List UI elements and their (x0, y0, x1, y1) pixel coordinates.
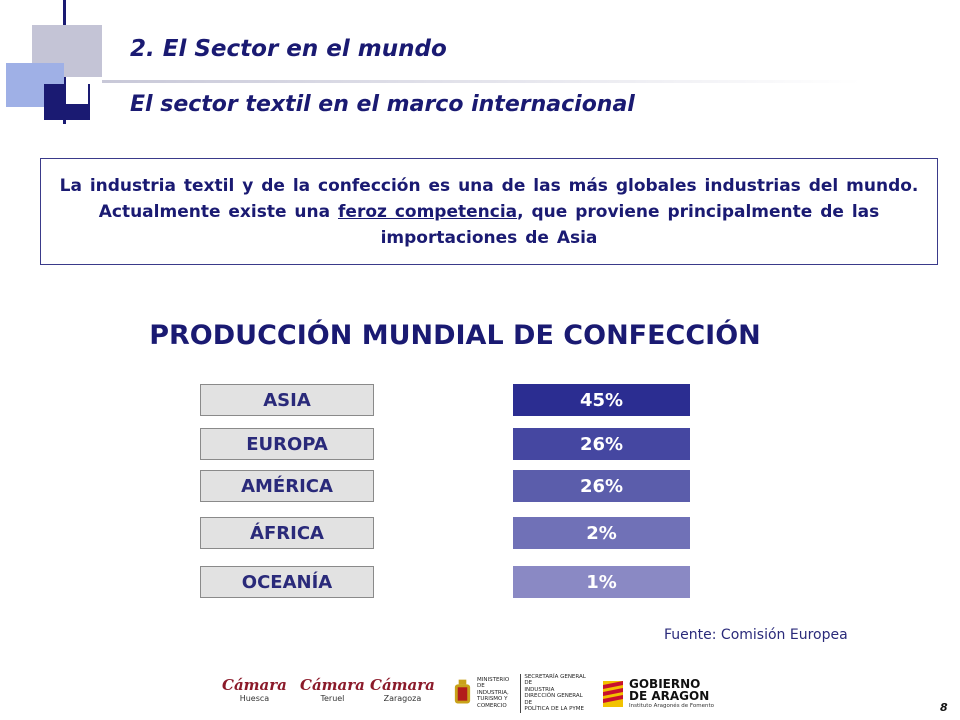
aragon-text: GOBIERNO DE ARAGON Instituto Aragonés de… (629, 678, 714, 710)
ministry-right-text: SECRETARÍA GENERAL DE INDUSTRIA DIRECCIÓ… (520, 673, 592, 713)
intro-box: La industria textil y de la confección e… (40, 158, 938, 265)
chart-title: PRODUCCIÓN MUNDIAL DE CONFECCIÓN (149, 320, 761, 351)
logo-camara-zaragoza: Cámara Zaragoza (370, 676, 435, 712)
intro-text-before: La industria textil y de la confección e… (59, 175, 919, 222)
logo-ministerio: MINISTERIO DE INDUSTRIA, TURISMO Y COMER… (452, 673, 592, 713)
region-label: ÁFRICA (200, 517, 374, 549)
logo-camara-teruel: Cámara Teruel (300, 676, 365, 712)
ministry-left-line: COMERCIO (476, 702, 507, 709)
region-value: 1% (513, 566, 690, 598)
intro-text: La industria textil y de la confección e… (59, 173, 919, 251)
decor-corner (0, 0, 110, 125)
title-rule (102, 80, 862, 83)
logo-camara-zaragoza-sub: Zaragoza (383, 694, 422, 703)
region-value: 26% (513, 470, 690, 502)
ministry-right-line: DIRECCIÓN GENERAL DE (524, 693, 583, 706)
region-label: ASIA (200, 384, 374, 416)
ministry-left-line: TURISMO Y (476, 696, 508, 703)
region-label: OCEANÍA (200, 566, 374, 598)
ministry-right-line: INDUSTRIA (524, 686, 555, 693)
logo-camara-huesca-name: Cámara (222, 676, 287, 694)
ministry-right-line: POLÍTICA DE LA PYME (524, 706, 584, 712)
logo-camara-huesca: Cámara Huesca (222, 676, 287, 712)
page-number: 8 (940, 701, 948, 714)
slide-title: 2. El Sector en el mundo (130, 36, 447, 62)
logo-camara-huesca-sub: Huesca (239, 694, 270, 703)
logo-camara-teruel-sub: Teruel (320, 694, 345, 703)
ministry-left-line: MINISTERIO (476, 676, 510, 683)
ministry-left-line: DE INDUSTRIA, (476, 683, 509, 696)
region-label: AMÉRICA (200, 470, 374, 502)
region-value: 45% (513, 384, 690, 416)
aragon-line3: Instituto Aragonés de Fomento (629, 703, 715, 709)
region-value: 2% (513, 517, 690, 549)
ministry-right-line: SECRETARÍA GENERAL DE (524, 673, 586, 687)
aragon-line2: DE ARAGON (629, 689, 710, 703)
slide-subtitle: El sector textil en el marco internacion… (130, 92, 635, 117)
coat-of-arms-icon (454, 679, 471, 704)
source-note: Fuente: Comisión Europea (664, 627, 848, 643)
ministry-left-text: MINISTERIO DE INDUSTRIA, TURISMO Y COMER… (477, 677, 516, 710)
intro-text-after: , que proviene principalmente de las imp… (380, 201, 880, 248)
aragon-line1: GOBIERNO (629, 677, 701, 691)
logo-camara-teruel-name: Cámara (300, 676, 365, 694)
aragon-flag-icon (603, 681, 623, 707)
logo-camara-zaragoza-name: Cámara (370, 676, 435, 694)
decor-square-white (66, 84, 88, 104)
region-value: 26% (513, 428, 690, 460)
intro-emphasis: feroz competencia (338, 201, 518, 222)
region-label: EUROPA (200, 428, 374, 460)
logo-gobierno-aragon: GOBIERNO DE ARAGON Instituto Aragonés de… (603, 676, 723, 712)
